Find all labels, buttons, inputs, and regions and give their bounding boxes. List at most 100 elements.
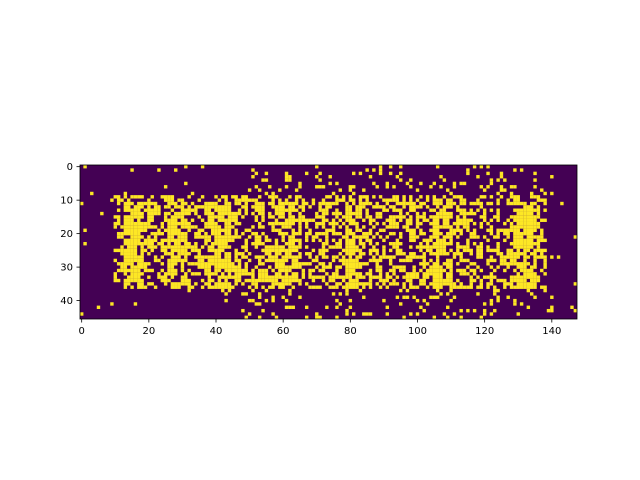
heatmap-cell: [163, 245, 168, 249]
heatmap-cell: [570, 305, 574, 310]
heatmap-cell: [402, 275, 406, 279]
heatmap-cell: [170, 238, 175, 243]
heatmap-cell: [153, 231, 158, 236]
heatmap-cell: [254, 218, 259, 222]
heatmap-cell: [133, 242, 138, 246]
heatmap-cell: [402, 285, 406, 289]
heatmap-cell: [197, 272, 201, 276]
heatmap-cell: [496, 252, 500, 256]
heatmap-cell: [210, 245, 215, 249]
heatmap-cell: [368, 312, 373, 316]
heatmap-cell: [355, 235, 359, 239]
heatmap-cell: [409, 278, 413, 283]
heatmap-cell: [550, 308, 554, 313]
heatmap-cell: [529, 238, 534, 243]
heatmap-cell: [110, 198, 114, 202]
heatmap-cell: [482, 188, 487, 192]
heatmap-cell: [261, 218, 265, 222]
heatmap-cell: [462, 208, 467, 212]
heatmap-cell: [375, 258, 379, 263]
heatmap-cell: [288, 252, 292, 256]
heatmap-cell: [493, 292, 497, 296]
heatmap-cell: [167, 235, 171, 239]
heatmap-cell: [167, 272, 171, 276]
heatmap-cell: [120, 245, 124, 249]
heatmap-cell: [177, 211, 181, 216]
heatmap-cell: [429, 258, 433, 263]
heatmap-cell: [268, 275, 272, 279]
heatmap-cell: [294, 238, 299, 243]
heatmap-cell: [348, 245, 353, 249]
heatmap-cell: [419, 248, 423, 253]
heatmap-cell: [482, 218, 487, 222]
heatmap-cell: [221, 215, 225, 219]
heatmap-cell: [372, 258, 376, 263]
heatmap-cell: [378, 205, 383, 209]
heatmap-cell: [362, 195, 366, 199]
heatmap-cell: [224, 235, 228, 239]
heatmap-cell: [315, 165, 319, 169]
heatmap-cell: [197, 228, 201, 233]
heatmap-cell: [486, 238, 490, 243]
heatmap-cell: [365, 198, 369, 202]
heatmap-cell: [432, 218, 437, 222]
heatmap-cell: [452, 201, 457, 206]
heatmap-cell: [264, 178, 269, 182]
heatmap-cell: [311, 285, 316, 289]
heatmap-cell: [442, 242, 447, 246]
heatmap-cell: [526, 231, 531, 236]
heatmap-cell: [523, 282, 527, 286]
heatmap-cell: [227, 208, 232, 212]
heatmap-cell: [167, 211, 171, 216]
heatmap-cell: [429, 295, 433, 299]
heatmap-cell: [338, 245, 342, 249]
heatmap-cell: [432, 242, 437, 246]
x-tick-label: 100: [408, 326, 427, 337]
heatmap-cell: [150, 282, 154, 286]
heatmap-cell: [506, 252, 510, 256]
heatmap-cell: [261, 255, 265, 259]
heatmap-cell: [244, 272, 248, 276]
heatmap-cell: [197, 252, 201, 256]
heatmap-cell: [435, 211, 440, 216]
heatmap-cell: [200, 285, 205, 289]
heatmap-cell: [341, 258, 346, 263]
heatmap-cell: [174, 238, 178, 243]
heatmap-cell: [529, 245, 534, 249]
heatmap-cell: [127, 205, 131, 209]
heatmap-cell: [120, 248, 124, 253]
heatmap-cell: [116, 201, 121, 206]
heatmap-cell: [388, 225, 393, 229]
heatmap-cell: [170, 275, 175, 279]
heatmap-cell: [382, 255, 386, 259]
heatmap-cell: [442, 245, 447, 249]
heatmap-cell: [412, 272, 416, 276]
heatmap-cell: [519, 275, 524, 279]
heatmap-cell: [147, 245, 151, 249]
heatmap-cell: [435, 231, 440, 236]
heatmap-cell: [304, 282, 309, 286]
heatmap-cell: [388, 275, 393, 279]
heatmap-cell: [137, 272, 141, 276]
heatmap-cell: [257, 302, 262, 306]
heatmap-cell: [187, 242, 191, 246]
heatmap-cell: [251, 282, 255, 286]
heatmap-cell: [315, 312, 319, 316]
heatmap-cell: [503, 231, 507, 236]
x-tick-label: 60: [277, 326, 290, 337]
heatmap-cell: [271, 275, 275, 279]
heatmap-cell: [254, 231, 259, 236]
heatmap-cell: [368, 268, 373, 273]
heatmap-cell: [187, 208, 191, 212]
heatmap-cell: [345, 308, 349, 313]
heatmap-cell: [352, 265, 356, 269]
heatmap-cell: [529, 231, 534, 236]
heatmap-cell: [556, 255, 561, 259]
heatmap-cell: [221, 275, 225, 279]
heatmap-cell: [217, 282, 222, 286]
heatmap-cell: [543, 201, 547, 206]
heatmap-cell: [150, 231, 154, 236]
heatmap-cell: [174, 282, 178, 286]
heatmap-cell: [432, 245, 437, 249]
heatmap-cell: [402, 205, 406, 209]
